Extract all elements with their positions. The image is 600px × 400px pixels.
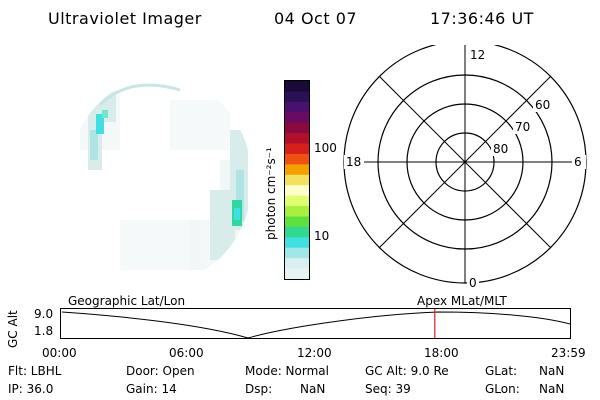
timeline-ytick-low: 1.8	[34, 324, 54, 338]
timeline-xtick-2359: 23:59	[551, 346, 586, 360]
color-bar-segment	[285, 174, 309, 186]
color-bar-segment	[285, 247, 309, 259]
mlt-label-6: 6	[574, 155, 582, 169]
auroral-image	[80, 83, 248, 270]
color-bar-segment	[285, 195, 309, 207]
instrument-title: Ultraviolet Imager	[48, 9, 202, 28]
color-bar-segment	[285, 81, 309, 92]
aurora-patch	[102, 110, 108, 118]
lat-label-80: 80	[493, 142, 508, 156]
timeline-xtick-0000: 00:00	[42, 346, 77, 360]
color-bar-segment	[285, 226, 309, 238]
timeline-ylabel: GC Alt	[6, 310, 20, 348]
info-glon-value: NaN	[539, 382, 565, 396]
timeline-right-label: Apex MLat/MLT	[417, 294, 507, 308]
info-glon-label: GLon:	[485, 382, 520, 396]
info-ip: IP: 36.0	[8, 382, 54, 396]
info-glat-label: GLat:	[485, 364, 518, 378]
color-bar-frame	[284, 80, 310, 280]
color-bar-segment	[285, 91, 309, 103]
polar-plot: 12 18 6 0 60 70 80	[343, 45, 587, 290]
info-gain: Gain: 14	[126, 382, 177, 396]
info-dsp-label: Dsp:	[245, 382, 273, 396]
color-bar-segment	[285, 258, 309, 270]
meridian-diag-2	[378, 75, 552, 249]
timeline-plot	[60, 308, 571, 339]
color-bar-segment	[285, 185, 309, 197]
color-bar-segment	[285, 133, 309, 145]
time-label: 17:36:46 UT	[430, 9, 534, 28]
info-mode: Mode: Normal	[245, 364, 329, 378]
color-bar-segment	[285, 122, 309, 134]
info-flt: Flt: LBHL	[8, 364, 62, 378]
timeline-xtick-0600: 06:00	[169, 346, 204, 360]
timeline-left-label: Geographic Lat/Lon	[68, 294, 186, 308]
lat-label-60: 60	[535, 98, 550, 112]
lat-label-70: 70	[515, 120, 530, 134]
color-bar-segment	[285, 268, 309, 280]
timeline-frame	[60, 308, 571, 339]
timeline-xtick-1800: 18:00	[424, 346, 459, 360]
color-bar-segment	[285, 164, 309, 176]
mlt-label-12: 12	[470, 48, 485, 62]
info-gcalt: GC Alt: 9.0 Re	[365, 364, 449, 378]
color-bar-segment	[285, 206, 309, 217]
color-bar-segment	[285, 216, 309, 228]
info-glat-value: NaN	[539, 364, 565, 378]
limb-arc	[98, 83, 181, 107]
colorbar-tick-10: 10	[314, 229, 330, 243]
gc-alt-curve	[61, 311, 571, 339]
color-bar-segment	[285, 237, 309, 249]
info-seq: Seq: 39	[365, 382, 411, 396]
info-dsp-value: NaN	[300, 382, 326, 396]
color-bar	[284, 80, 310, 280]
color-bar-segment	[285, 143, 309, 155]
color-bar-segment	[285, 153, 309, 165]
color-bar-segment	[285, 112, 309, 124]
colorbar-tick-100: 100	[314, 141, 337, 155]
info-door: Door: Open	[126, 364, 195, 378]
aurora-patch	[234, 208, 240, 220]
timeline-xtick-1200: 12:00	[297, 346, 332, 360]
timeline-ytick-high: 9.0	[34, 307, 54, 321]
mlt-label-18: 18	[346, 155, 361, 169]
mlt-label-0: 0	[469, 276, 477, 290]
aurora-bright-left	[96, 114, 104, 134]
date-label: 04 Oct 07	[274, 9, 358, 28]
colorbar-unit-label: photon cm⁻²s⁻¹	[264, 147, 278, 240]
color-bar-segment	[285, 101, 309, 113]
